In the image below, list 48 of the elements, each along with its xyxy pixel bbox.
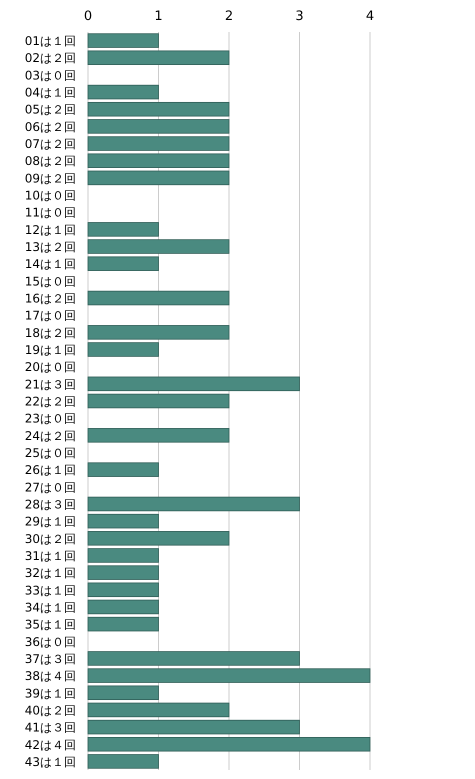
y-tick-label: 09は２回 <box>24 171 76 186</box>
y-tick-label: 18は２回 <box>24 326 76 340</box>
y-tick-label: 28は３回 <box>24 497 76 512</box>
y-tick-label: 34は１回 <box>24 600 76 614</box>
y-tick-label: 39は１回 <box>24 686 76 700</box>
y-tick-label: 14は１回 <box>24 257 76 272</box>
y-tick-label: 37は３回 <box>24 652 76 666</box>
y-tick-label: 17は０回 <box>24 308 76 323</box>
x-tick-label: 0 <box>84 9 92 24</box>
x-tick-label: 4 <box>366 9 374 24</box>
y-tick-label: 30は２回 <box>24 532 76 546</box>
y-tick-label: 35は１回 <box>24 618 76 632</box>
y-tick-label: 31は１回 <box>24 548 76 563</box>
y-tick-label: 27は０回 <box>24 480 76 494</box>
y-tick-label: 02は２回 <box>24 51 76 66</box>
y-tick-label: 43は１回 <box>24 754 76 769</box>
y-tick-label: 21は３回 <box>24 377 76 392</box>
y-tick-label: 38は４回 <box>24 669 76 684</box>
y-tick-label: 03は０回 <box>24 68 76 82</box>
y-tick-label: 36は０回 <box>24 634 76 649</box>
y-tick-label: 05は２回 <box>24 102 76 117</box>
y-tick-label: 41は３回 <box>24 720 76 735</box>
y-tick-label: 08は２回 <box>24 154 76 168</box>
x-tick-label: 3 <box>295 9 304 24</box>
y-tick-label: 07は２回 <box>24 137 76 152</box>
y-tick-label: 06は２回 <box>24 120 76 134</box>
y-tick-label: 04は１回 <box>24 86 76 100</box>
y-tick-label: 12は１回 <box>24 222 76 237</box>
y-tick-label: 10は０回 <box>24 188 76 203</box>
y-tick-label: 32は１回 <box>24 566 76 580</box>
y-tick-label: 24は２回 <box>24 428 76 443</box>
y-tick-label: 26は１回 <box>24 463 76 478</box>
y-tick-label: 01は１回 <box>24 34 76 48</box>
y-tick-label: 29は１回 <box>24 514 76 529</box>
y-tick-label: 19は１回 <box>24 343 76 358</box>
y-tick-label: 22は２回 <box>24 394 76 408</box>
y-tick-label: 33は１回 <box>24 583 76 598</box>
y-tick-label: 15は０回 <box>24 274 76 288</box>
y-tick-label: 25は０回 <box>24 446 76 460</box>
y-tick-label: 11は０回 <box>24 206 76 220</box>
x-tick-label: 1 <box>154 9 163 24</box>
y-tick-label: 13は２回 <box>24 240 76 254</box>
y-tick-label: 20は０回 <box>24 360 76 374</box>
x-tick-label: 2 <box>224 9 234 24</box>
y-tick-label: 16は２回 <box>24 292 76 306</box>
y-tick-label: 40は２回 <box>24 703 76 718</box>
y-tick-label: 42は４回 <box>24 738 76 752</box>
y-tick-label: 23は０回 <box>24 412 76 426</box>
